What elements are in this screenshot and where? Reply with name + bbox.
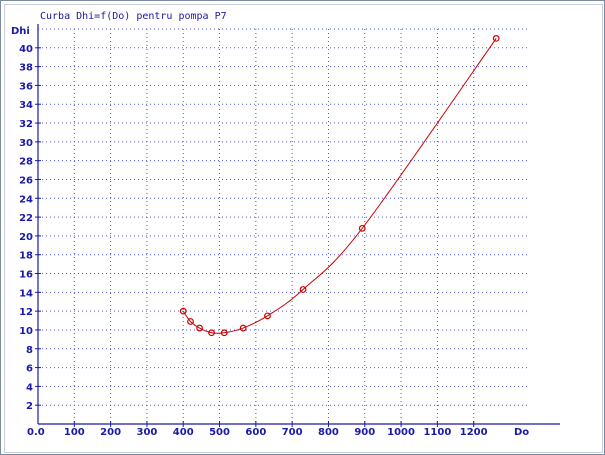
x-tick-label: 500 [209, 427, 230, 438]
y-tick-label: 26 [19, 175, 33, 186]
x-tick-label: 200 [100, 427, 121, 438]
data-point [196, 324, 203, 332]
y-tick-label: 34 [19, 100, 33, 111]
x-tick-label: 100 [64, 427, 85, 438]
data-point [492, 35, 500, 42]
data-point [179, 307, 187, 315]
y-tick-label: 2 [26, 401, 33, 412]
data-point [239, 324, 247, 332]
x-tick-label: 0.0 [27, 427, 45, 438]
data-point [299, 286, 307, 293]
y-tick-label: 14 [19, 288, 33, 299]
data-point [220, 329, 228, 337]
y-tick-label: 28 [19, 157, 33, 168]
y-tick-label: 8 [26, 345, 33, 356]
data-point [187, 318, 194, 325]
x-tick-label: 1000 [387, 427, 415, 438]
x-tick-label: 900 [354, 427, 375, 438]
y-tick-label: 20 [19, 232, 33, 243]
y-tick-label: 6 [26, 364, 33, 375]
y-axis-label: Dhi [11, 26, 30, 37]
x-tick-label: 600 [245, 427, 266, 438]
y-tick-label: 16 [19, 270, 33, 281]
series-line [182, 38, 497, 334]
x-tick-label: 700 [282, 427, 303, 438]
data-series [179, 35, 500, 337]
data-point [208, 329, 215, 337]
y-tick-label: 32 [19, 119, 33, 130]
x-tick-label: 1100 [423, 427, 451, 438]
chart-title: Curba Dhi=f(Do) pentru pompa P7 [40, 11, 227, 22]
axes [35, 24, 560, 427]
y-tick-label: 30 [19, 138, 33, 149]
chart-window-inner-border [4, 4, 603, 453]
data-point [358, 224, 366, 232]
x-tick-label: 400 [173, 427, 194, 438]
x-tick-label: 1200 [460, 427, 488, 438]
y-tick-label: 18 [19, 251, 33, 262]
y-tick-label: 4 [26, 382, 33, 393]
y-tick-label: 24 [19, 194, 33, 205]
y-tick-label: 22 [19, 213, 33, 224]
y-tick-label: 10 [19, 326, 33, 337]
y-tick-label: 38 [19, 63, 33, 74]
y-tick-label: 12 [19, 307, 33, 318]
x-tick-label: 300 [136, 427, 157, 438]
y-tick-label: 40 [19, 44, 33, 55]
grid-lines [38, 28, 530, 424]
y-tick-label: 36 [19, 81, 33, 92]
x-axis-label: Do [514, 427, 529, 438]
data-point [264, 312, 271, 320]
x-tick-label: 800 [318, 427, 339, 438]
